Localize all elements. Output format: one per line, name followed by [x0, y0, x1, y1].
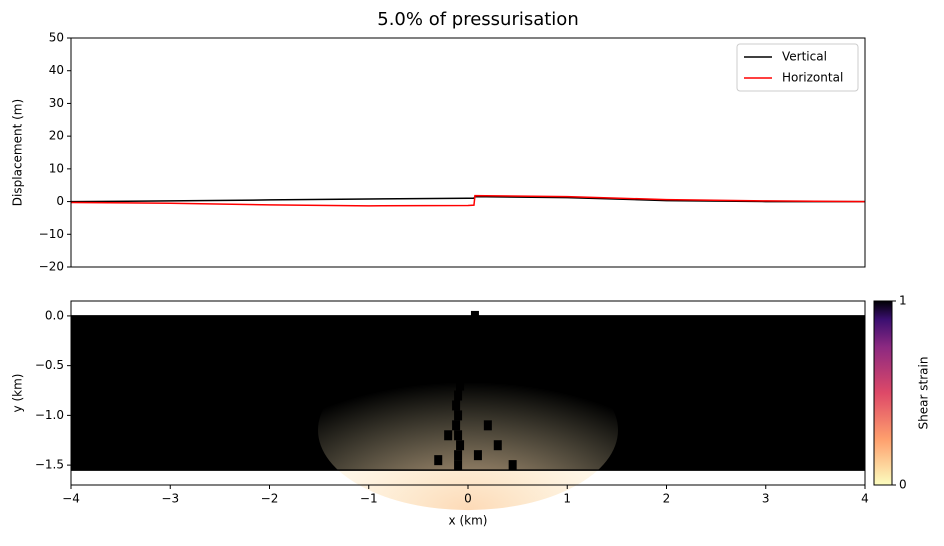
colorbar-tick-label: 1 — [899, 294, 907, 308]
strain-cell — [444, 430, 453, 441]
y-tick-label: −10 — [39, 227, 64, 241]
y-axis-label: y (km) — [11, 374, 25, 413]
y-tick-label: −1.0 — [35, 408, 64, 422]
strain-cell — [459, 370, 468, 381]
x-tick-label: −3 — [161, 492, 179, 506]
strain-cell — [483, 420, 492, 431]
x-tick-label: −2 — [261, 492, 279, 506]
x-tick-label: 2 — [663, 492, 671, 506]
strain-cell — [456, 440, 465, 451]
strain-cell — [454, 450, 463, 461]
y-tick-label: −20 — [39, 260, 64, 274]
strain-cell — [465, 340, 474, 351]
legend-label: Horizontal — [782, 71, 843, 85]
y-tick-label: 30 — [49, 96, 64, 110]
colorbar — [873, 300, 893, 486]
strain-cell — [434, 455, 443, 466]
strain-cell — [473, 450, 482, 461]
legend-box — [736, 43, 859, 92]
y-tick-label: 20 — [49, 129, 64, 143]
strain-cell — [493, 440, 502, 451]
y-axis-label: Displacement (m) — [11, 99, 25, 206]
strain-cell — [452, 420, 461, 431]
x-tick-label: 1 — [563, 492, 571, 506]
strain-cell — [508, 460, 517, 471]
x-tick-label: 4 — [861, 492, 869, 506]
y-tick-label: 40 — [49, 63, 64, 77]
colorbar-tick-label: 0 — [899, 478, 907, 492]
y-tick-label: 50 — [49, 31, 64, 45]
strain-cell — [467, 330, 476, 341]
x-axis-label: x (km) — [449, 514, 488, 528]
strain-cell — [456, 380, 465, 391]
x-tick-label: 3 — [762, 492, 770, 506]
y-tick-label: 0.0 — [45, 308, 64, 322]
x-tick-label: 0 — [464, 492, 472, 506]
strain-cell — [469, 320, 478, 331]
line-series — [70, 194, 866, 207]
x-tick-label: −1 — [360, 492, 378, 506]
y-tick-label: 0 — [56, 194, 64, 208]
legend-label: Vertical — [782, 50, 827, 64]
y-tick-label: −0.5 — [35, 358, 64, 372]
plot-frame — [70, 300, 866, 486]
y-tick-label: −1.5 — [35, 458, 64, 472]
strain-cell — [454, 460, 463, 471]
strain-cell — [462, 360, 471, 371]
y-tick-label: 10 — [49, 161, 64, 175]
strain-cell — [452, 400, 461, 411]
strain-cell — [454, 410, 463, 421]
plot-frame — [70, 37, 866, 268]
colorbar-label: Shear strain — [917, 357, 931, 430]
chart-title: 5.0% of pressurisation — [377, 9, 578, 30]
strain-cell — [454, 390, 463, 401]
strain-cell — [454, 430, 463, 441]
strain-cell — [464, 350, 472, 361]
x-tick-label: −4 — [62, 492, 80, 506]
